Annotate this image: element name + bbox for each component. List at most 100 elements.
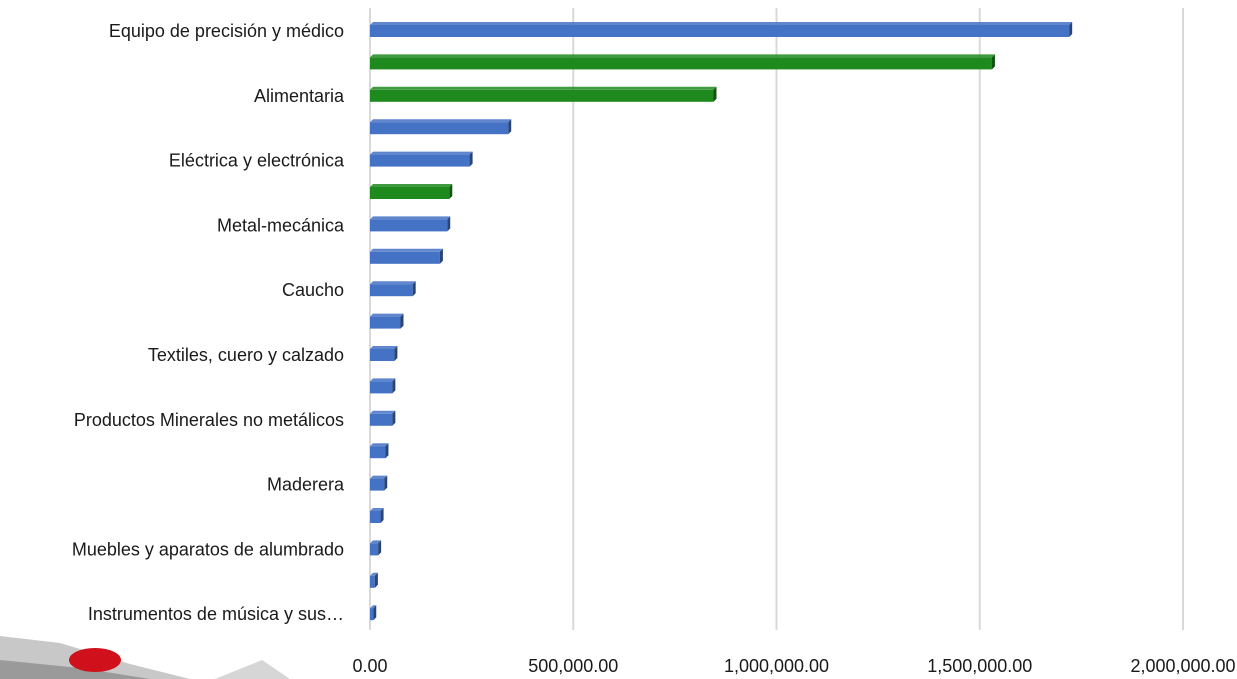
bar <box>370 540 382 556</box>
category-label: Muebles y aparatos de alumbrado <box>72 539 344 559</box>
bar-front <box>370 251 440 264</box>
bar-top-face <box>370 475 388 479</box>
corner-decoration <box>0 636 290 679</box>
category-label: Maderera <box>267 475 345 495</box>
bar-front <box>370 608 374 621</box>
bar-side-face <box>439 248 443 264</box>
bars <box>370 22 1073 621</box>
bar <box>370 508 384 523</box>
bar-side-face <box>378 540 382 556</box>
bar <box>370 281 416 297</box>
x-tick-label: 500,000.00 <box>528 656 618 676</box>
bar-top-face <box>370 151 473 155</box>
decor-dark-shape <box>0 660 150 679</box>
x-tick-label: 0.00 <box>352 656 387 676</box>
bar <box>370 216 451 232</box>
bar-side-face <box>1069 22 1073 37</box>
bar-top-face <box>370 508 384 511</box>
bar-side-face <box>392 410 396 426</box>
bar-side-face <box>384 475 388 491</box>
bar-front <box>370 446 386 459</box>
bar-top-face <box>370 313 404 317</box>
bar-side-face <box>385 443 389 459</box>
bar-front <box>370 122 509 135</box>
bar-top-face <box>370 119 512 123</box>
bar-side-face <box>400 313 404 329</box>
bar-top-face <box>370 346 398 349</box>
bar-top-face <box>370 216 451 220</box>
bar-top-face <box>370 248 443 252</box>
bar-top-face <box>370 54 995 58</box>
decor-light-shape <box>215 660 290 679</box>
bar-front <box>370 349 395 361</box>
bar-front <box>370 316 401 329</box>
bar-top-face <box>370 184 453 187</box>
bar <box>370 443 389 459</box>
category-label: Equipo de precisión y médico <box>109 21 344 41</box>
bar-side-face <box>508 119 512 135</box>
bar-top-face <box>370 572 378 576</box>
bar-side-face <box>374 572 378 588</box>
x-tick-label: 1,000,000.00 <box>724 656 829 676</box>
bar <box>370 572 378 588</box>
bar-top-face <box>370 281 416 285</box>
bar-front <box>370 511 381 523</box>
category-label: Textiles, cuero y calzado <box>148 345 344 365</box>
bar <box>370 248 443 264</box>
category-label: Metal-mecánica <box>217 215 345 235</box>
bar-side-face <box>449 184 453 199</box>
x-axis-tick-labels: 0.00 500,000.00 1,000,000.00 1,500,000.00 2,… <box>352 656 1235 676</box>
x-tick-label: 1,500,000.00 <box>927 656 1032 676</box>
bar-side-face <box>373 605 377 621</box>
bar <box>370 54 995 70</box>
bar-side-face <box>469 151 473 167</box>
bar-front <box>370 575 375 588</box>
bar-side-face <box>412 281 416 297</box>
bar-front <box>370 187 450 199</box>
bar <box>370 378 396 394</box>
bar <box>370 410 396 426</box>
category-label: Eléctrica y electrónica <box>169 151 345 171</box>
category-label: Alimentaria <box>254 86 345 106</box>
bar-front <box>370 478 385 491</box>
bar-front <box>370 284 413 297</box>
category-label: Instrumentos de música y sus… <box>88 604 344 624</box>
bar <box>370 313 404 329</box>
bar-top-face <box>370 605 377 609</box>
bar-front <box>370 413 393 426</box>
bar <box>370 86 717 102</box>
bar <box>370 475 388 491</box>
bar-top-face <box>370 540 382 544</box>
bar-front <box>370 381 393 394</box>
bar-front <box>370 543 379 556</box>
bar <box>370 151 473 167</box>
bar <box>370 119 512 135</box>
bar-front <box>370 154 470 167</box>
category-label: Caucho <box>282 280 344 300</box>
category-label: Productos Minerales no metálicos <box>74 410 344 430</box>
bar-front <box>370 25 1070 37</box>
category-labels: Equipo de precisión y médico Alimentaria E… <box>72 21 345 624</box>
bar-side-face <box>713 86 717 102</box>
bar-top-face <box>370 22 1073 25</box>
bar-top-face <box>370 410 396 414</box>
bar-side-face <box>394 346 398 361</box>
decor-red-shape <box>69 648 121 672</box>
bar-top-face <box>370 443 389 447</box>
gridlines <box>369 8 1184 630</box>
bar <box>370 605 377 621</box>
bar-front <box>370 89 714 102</box>
bar-side-face <box>392 378 396 394</box>
bar <box>370 346 398 361</box>
bar-front <box>370 219 448 232</box>
bar-top-face <box>370 86 717 90</box>
bar <box>370 22 1073 37</box>
bar-top-face <box>370 378 396 382</box>
bar-side-face <box>447 216 451 232</box>
bar-front <box>370 57 992 70</box>
x-tick-label: 2,000,000.00 <box>1130 656 1235 676</box>
bar <box>370 184 453 199</box>
bar-side-face <box>380 508 384 523</box>
